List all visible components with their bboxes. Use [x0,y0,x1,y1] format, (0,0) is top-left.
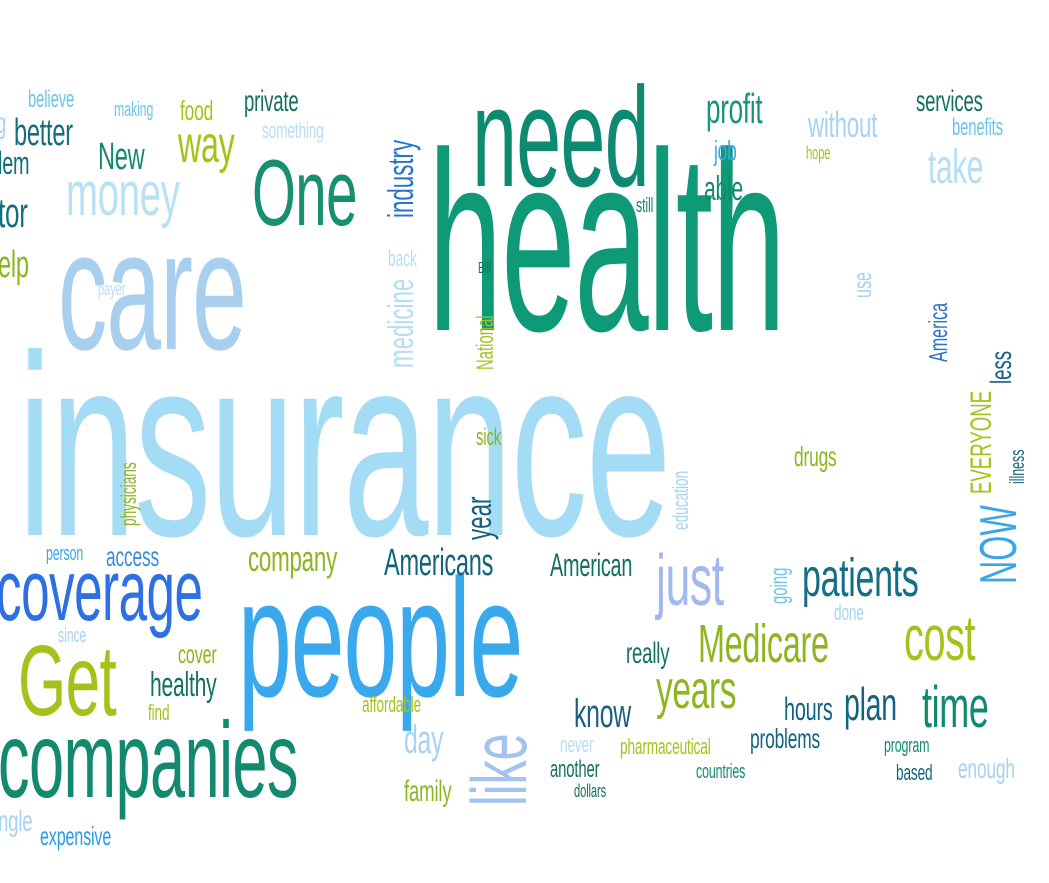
word-able: able [704,170,744,208]
word-expensive: expensive [40,821,112,851]
word-american: American [550,547,633,583]
word-family: family [404,775,452,808]
word-never: never [560,732,594,757]
word-profit: profit [706,85,763,132]
word-now: NOW [970,505,1028,584]
word-sick: sick [476,424,502,451]
word-payer: payer [98,279,126,299]
word-medicare: Medicare [698,614,829,674]
word-bill: Bill [478,260,491,277]
word-food: food [180,95,214,126]
word-need: need [472,58,650,217]
word-hours: hours [784,691,833,727]
word-americans: Americans [384,542,494,584]
word-hope: hope [806,143,831,163]
word-money: money [66,160,180,229]
word-get: Get [18,625,117,737]
word-services: services [916,85,983,118]
word-problems: problems [750,723,821,754]
word-person: person [46,543,84,565]
word-physicians: physicians [116,462,141,526]
word-medicine: medicine [380,278,421,368]
word-fragment-lem: lem [0,145,30,181]
word-way: way [178,116,235,174]
word-better: better [14,112,73,154]
word-job: job [714,135,737,166]
word-health: health [428,100,786,385]
word-new: New [98,136,145,178]
word-time: time [922,675,989,740]
word-one: One [252,140,357,245]
word-back: back [388,246,417,271]
word-patients: patients [802,548,919,608]
word-fragment-elp: elp [0,244,29,286]
word-enough: enough [958,753,1015,784]
word-fragment-tor: tor [0,189,28,236]
word-cost: cost [904,602,976,674]
word-industry: industry [380,139,421,218]
word-find: find [148,700,170,725]
word-making: making [114,99,154,121]
word-private: private [244,85,299,118]
word-coverage: coverage [0,543,203,639]
word-education: education [668,470,693,530]
word-something: something [262,118,324,143]
word-everyone: EVERYONE [965,390,998,494]
word-year: year [458,496,499,540]
word-company: company [248,538,338,579]
word-plan: plan [844,678,897,730]
word-companies: companies [0,699,298,820]
word-america: America [923,302,953,362]
word-healthy: healthy [150,666,217,704]
word-believe: believe [28,86,75,113]
word-people: people [238,544,523,732]
word-without: without [808,104,878,145]
word-day: day [404,718,444,762]
word-another: another [550,756,600,783]
word-really: really [626,637,670,670]
word-like: like [455,733,543,806]
word-drugs: drugs [794,441,837,472]
word-affordable: affordable [362,692,422,717]
word-national: National [472,315,499,370]
word-take: take [928,141,984,194]
word-years: years [656,660,737,720]
word-illness: illness [1007,449,1029,484]
word-insurance: insurance [18,301,671,590]
word-going: going [766,567,793,604]
word-fragment-g: g [0,109,6,139]
word-fragment-ngle: ngle [0,805,33,838]
word-know: know [574,692,631,736]
word-countries: countries [696,761,746,783]
word-done: done [834,600,864,625]
word-dollars: dollars [574,781,607,801]
word-since: since [58,625,87,647]
word-program: program [884,735,930,757]
word-use: use [847,272,877,298]
word-benefits: benefits [952,114,1003,141]
word-less: less [985,350,1018,384]
word-care: care [58,196,247,386]
word-still: still [636,195,654,217]
word-cover: cover [178,639,217,669]
word-based: based [896,760,933,785]
word-pharmaceutical: pharmaceutical [620,734,711,759]
word-access: access [106,541,159,572]
word-just: just [656,541,724,621]
